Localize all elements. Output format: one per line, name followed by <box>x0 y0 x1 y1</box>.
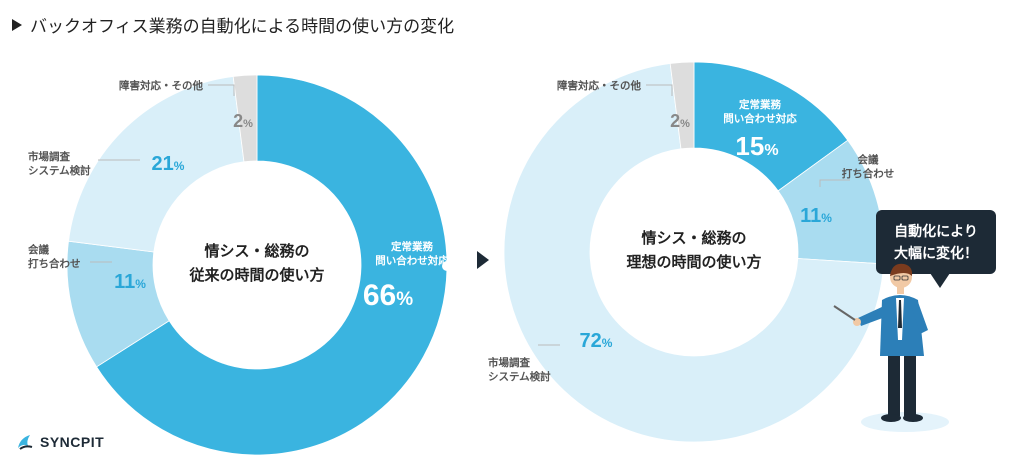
arrow-right-icon <box>477 251 489 269</box>
bubble-text: 自動化により大幅に変化！ <box>894 223 978 262</box>
presenter-illustration-icon <box>833 263 949 432</box>
logo: SYNCPIT <box>16 434 104 450</box>
slice-percent: 72% <box>580 330 613 352</box>
logo-text: SYNCPIT <box>40 434 105 450</box>
slice-percent: 66% <box>363 279 413 312</box>
pie-slice-3 <box>669 61 695 150</box>
slice-label: 定常業務問い合わせ対応 <box>723 98 797 125</box>
label-overflow-pill <box>442 261 456 271</box>
slice-percent: 11% <box>114 271 146 293</box>
pie-slice-2 <box>503 63 885 443</box>
slice-percent: 2% <box>233 111 253 131</box>
leader-line <box>208 84 235 96</box>
pie-slice-2 <box>68 76 245 253</box>
title-triangle-icon <box>12 18 22 31</box>
chart-title: 情シス・総務の従来の時間の使い方 <box>188 242 324 284</box>
speech-bubble: 自動化により大幅に変化！ <box>876 210 996 288</box>
page-title-text: バックオフィス業務の自動化による時間の使い方の変化 <box>30 17 455 37</box>
chart-current: 情シス・総務の従来の時間の使い方 定常業務問い合わせ対応 66% 会議打ち合わせ 11%… <box>28 74 456 456</box>
pie-slice-3 <box>232 74 258 163</box>
slice-label: 定常業務問い合わせ対応 <box>375 240 449 267</box>
chart-title: 情シス・総務の理想の時間の使い方 <box>626 229 761 271</box>
pie-slice-0 <box>96 74 448 456</box>
slice-label: 障害対応・その他 <box>557 79 641 92</box>
slice-label: 会議打ち合わせ <box>842 153 895 180</box>
slice-label: 障害対応・その他 <box>119 79 203 92</box>
slice-label: 会議打ち合わせ <box>28 243 81 270</box>
slice-percent: 21% <box>152 153 185 175</box>
slice-percent: 11% <box>800 205 832 227</box>
slice-percent: 2% <box>670 111 690 131</box>
bubble-tail <box>930 273 950 288</box>
slice-label: 市場調査システム検討 <box>28 150 91 177</box>
slice-label: 市場調査システム検討 <box>488 356 551 383</box>
leader-line <box>819 179 850 187</box>
logo-mark-icon <box>18 435 33 450</box>
slice-percent: 15% <box>735 131 778 161</box>
page-title: バックオフィス業務の自動化による時間の使い方の変化 <box>12 12 454 37</box>
leader-line <box>646 84 673 96</box>
chart-ideal: 情シス・総務の理想の時間の使い方 定常業務問い合わせ対応 15% 会議打ち合わせ 11%… <box>488 61 895 443</box>
bubble-box <box>876 210 996 274</box>
